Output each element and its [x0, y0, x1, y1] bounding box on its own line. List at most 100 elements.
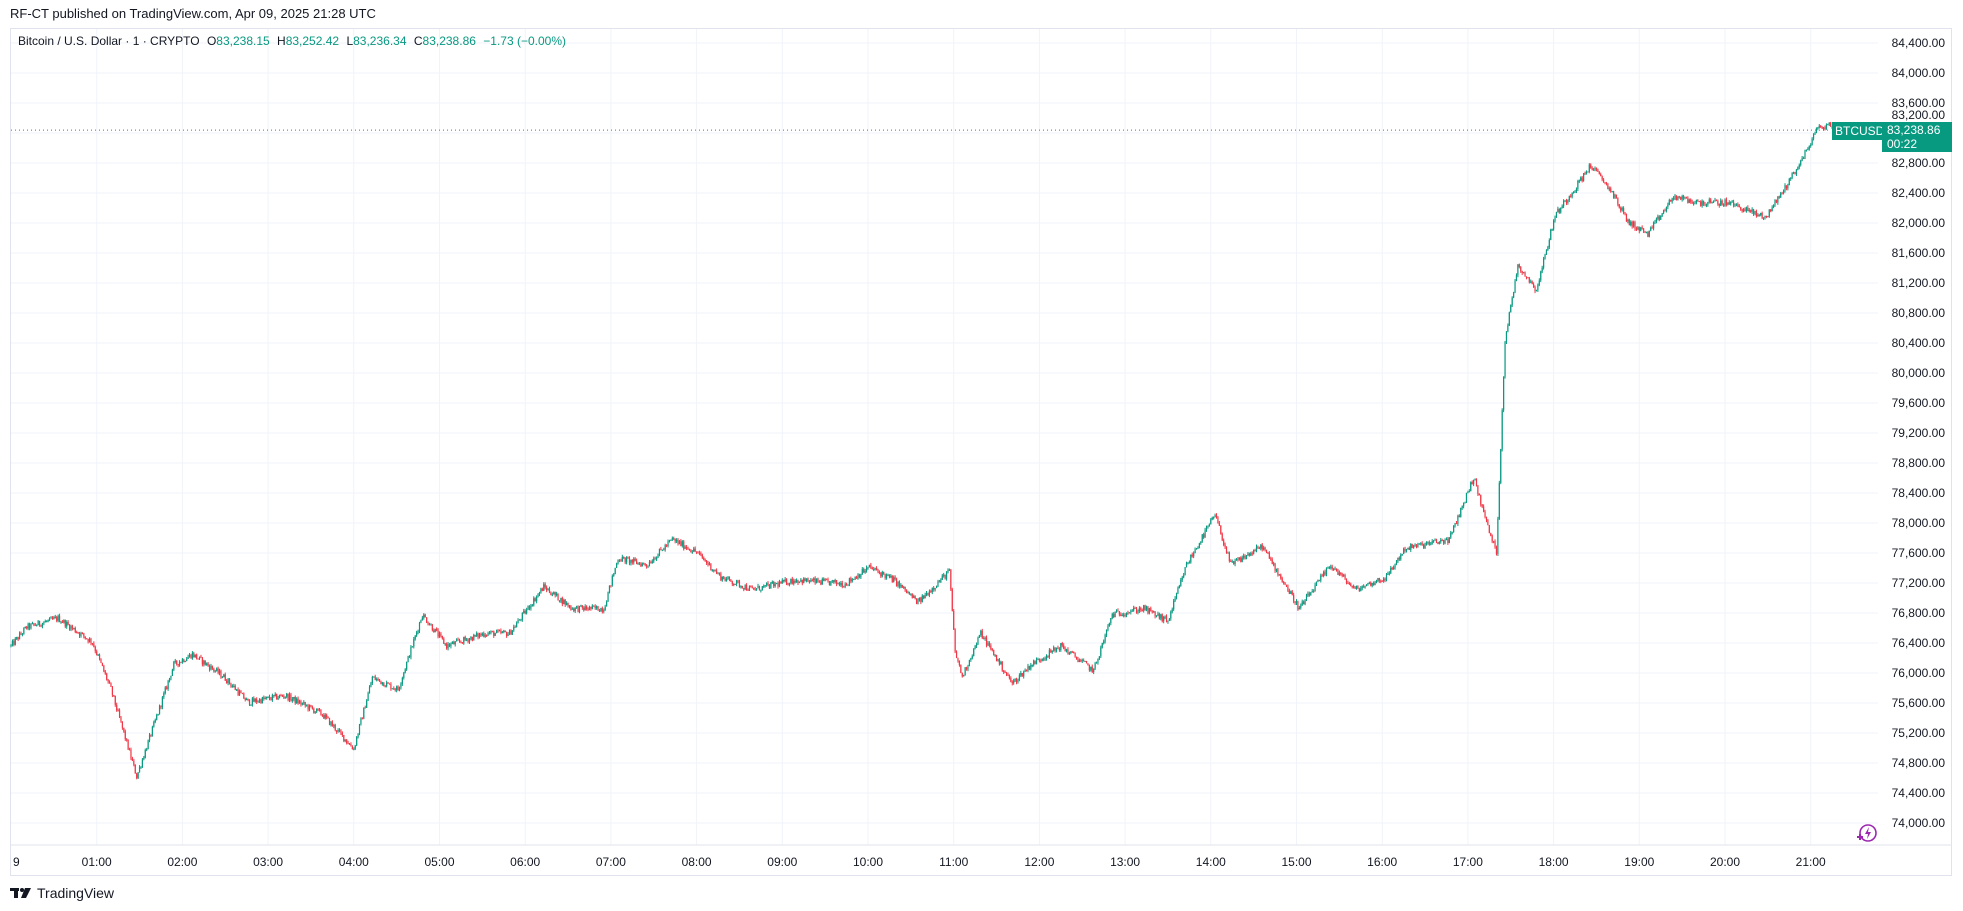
candle: [530, 603, 532, 611]
candle: [656, 556, 658, 562]
candle-body: [687, 548, 689, 550]
candle: [1428, 540, 1430, 546]
candle: [1003, 669, 1005, 675]
candle-body: [770, 582, 772, 589]
candle-body: [1671, 198, 1673, 202]
candle-body: [1830, 122, 1832, 127]
candle-body: [898, 581, 901, 587]
candle: [574, 607, 576, 613]
candle: [1547, 245, 1549, 251]
candle-body: [1274, 563, 1276, 571]
candle-body: [586, 606, 588, 610]
candle-body: [1788, 178, 1790, 185]
candle: [1600, 172, 1602, 177]
candle-body: [373, 676, 375, 678]
candle: [873, 566, 875, 572]
candle-body: [933, 587, 935, 590]
candle: [430, 623, 432, 626]
candle-body: [1407, 547, 1409, 550]
candle-body: [1118, 611, 1120, 615]
candle: [396, 685, 398, 693]
candle: [291, 697, 293, 703]
candle: [1495, 545, 1498, 556]
candle: [1387, 571, 1389, 575]
time-tick-label: 08:00: [682, 855, 712, 869]
candle-body: [1317, 580, 1319, 582]
candle: [1510, 304, 1512, 313]
candle-body: [631, 559, 633, 563]
candle: [1520, 265, 1522, 273]
candle: [564, 598, 566, 607]
candle: [58, 613, 61, 623]
candle-body: [1381, 580, 1383, 582]
candle: [1175, 592, 1178, 600]
candle-body: [227, 678, 229, 684]
candle: [428, 622, 431, 626]
candle-body: [900, 584, 902, 587]
candle-body: [1075, 656, 1078, 659]
candle: [1307, 591, 1309, 598]
candle-body: [290, 694, 292, 701]
candle: [1195, 547, 1198, 550]
candle-body: [230, 683, 232, 687]
candle: [1667, 202, 1669, 210]
candle-body: [1600, 174, 1602, 177]
candle-body: [310, 704, 312, 707]
price-tick-label: 84,000.00: [1892, 66, 1946, 80]
candle-body: [1090, 666, 1092, 671]
candle: [144, 748, 146, 759]
candle: [644, 563, 646, 567]
candle: [1443, 539, 1445, 545]
candle-body: [861, 569, 863, 575]
candle-body: [745, 585, 748, 590]
candle-body: [613, 573, 615, 576]
candle-body: [1725, 199, 1728, 205]
candle-body: [1428, 542, 1430, 545]
tradingview-logo[interactable]: TradingView: [10, 885, 114, 901]
candle: [1478, 493, 1480, 496]
candle: [288, 692, 291, 703]
candle-body: [1627, 219, 1629, 222]
candle-body: [454, 641, 456, 645]
candle-body: [1020, 673, 1022, 676]
candle: [857, 573, 859, 580]
candle: [1781, 191, 1783, 195]
candle-body: [67, 622, 69, 625]
candle: [1544, 253, 1546, 260]
candle: [1548, 238, 1550, 250]
lightning-icon[interactable]: [1853, 822, 1879, 846]
candle-body: [624, 557, 626, 563]
candle-body: [394, 688, 396, 691]
candle: [1028, 665, 1031, 671]
candle-body: [1108, 623, 1110, 627]
candle-body: [326, 714, 328, 718]
candle-body: [1737, 204, 1739, 206]
candle-body: [1503, 376, 1505, 411]
candle-body: [858, 574, 861, 578]
candle: [808, 580, 811, 584]
candle: [667, 539, 669, 548]
candle-body: [1233, 561, 1235, 565]
candle-body: [664, 545, 666, 550]
candle-body: [378, 679, 381, 681]
candle-body: [1722, 204, 1725, 206]
candle-body: [383, 682, 385, 687]
candle: [234, 684, 236, 691]
candle: [748, 585, 751, 592]
candle: [890, 573, 892, 579]
candle-body: [930, 591, 932, 593]
candle: [1804, 149, 1806, 160]
candle-body: [1624, 212, 1626, 214]
high-value: 83,252.42: [285, 34, 340, 48]
candle: [341, 731, 343, 737]
candle: [218, 668, 221, 676]
candle-body: [1290, 591, 1292, 594]
candle-body: [488, 632, 491, 634]
price-tick-label: 74,400.00: [1892, 786, 1946, 800]
candle: [828, 581, 831, 586]
candle: [473, 633, 475, 641]
candle: [296, 697, 298, 704]
candle: [1578, 179, 1580, 184]
candle-body: [1582, 173, 1585, 181]
